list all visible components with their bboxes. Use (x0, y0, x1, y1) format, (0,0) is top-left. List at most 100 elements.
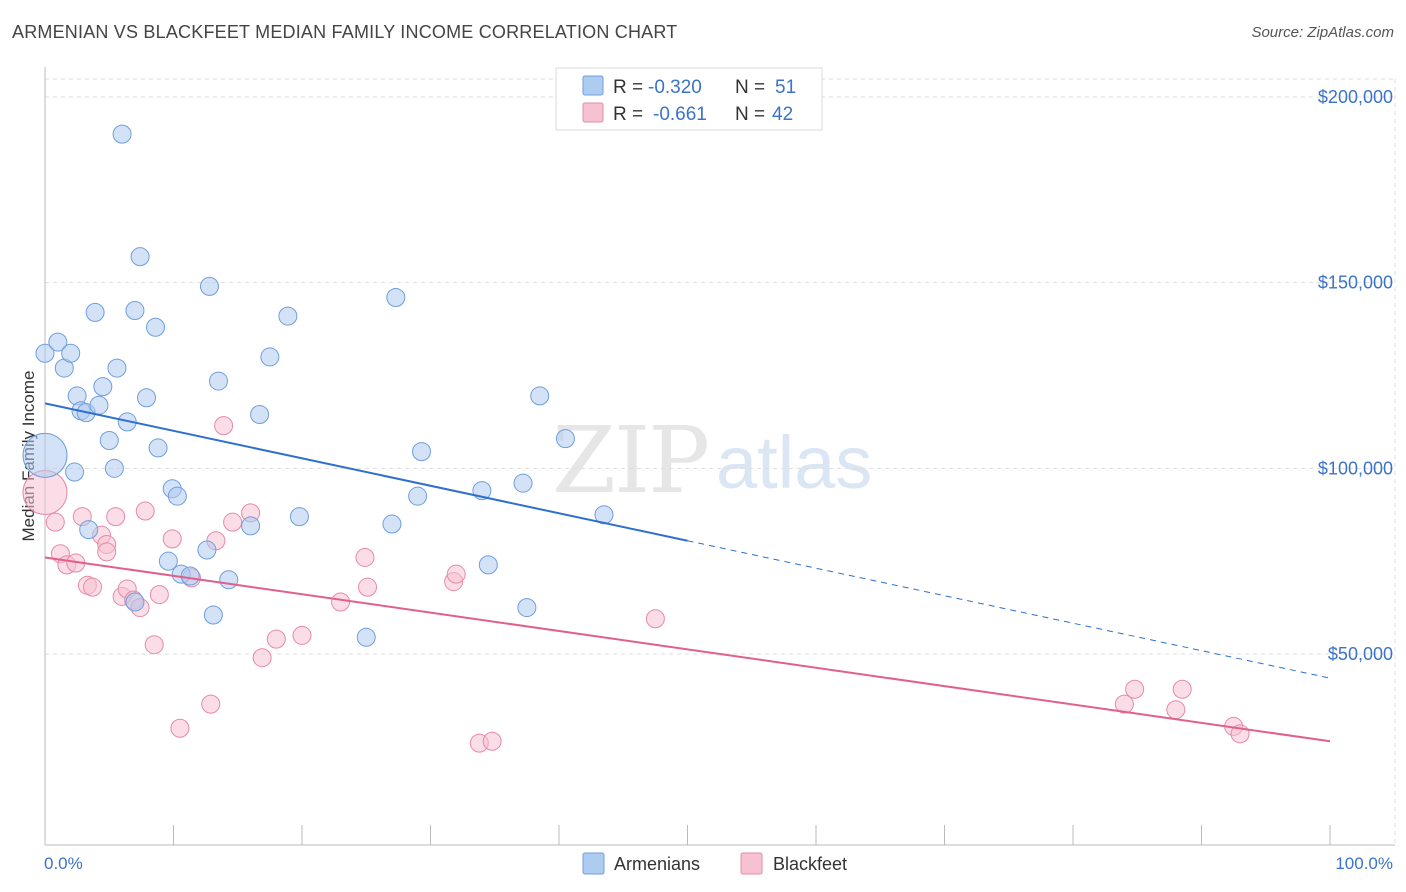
armenians-point (555, 429, 575, 449)
armenians-point (250, 404, 270, 424)
armenians-r-value: -0.320 (648, 77, 702, 98)
armenians-point (85, 302, 105, 322)
blackfeet-n-value: 42 (772, 104, 793, 125)
armenians-point (65, 462, 85, 482)
armenians-point (530, 386, 550, 406)
armenians-point (478, 555, 498, 575)
armenians-point (79, 520, 99, 540)
armenians-point (125, 592, 145, 612)
blackfeet-bottom-swatch (740, 852, 763, 875)
x-tick-labels: 0.0% 100.0% (44, 854, 1393, 873)
blackfeet-point (1166, 700, 1186, 720)
series-legend: Armenians Blackfeet (582, 852, 847, 875)
blackfeet-point (223, 512, 243, 532)
y-tick-labels: $50,000 $100,000 $150,000 $200,000 (1318, 87, 1393, 664)
source-label: Source: ZipAtlas.com (1251, 24, 1394, 41)
blackfeet-point (355, 547, 375, 567)
armenians-bottom-swatch (582, 852, 605, 875)
armenians-point (203, 605, 223, 625)
blackfeet-point (214, 416, 234, 436)
armenians-point (158, 551, 178, 571)
armenians-point (382, 514, 402, 534)
armenians-point (125, 301, 145, 321)
armenians-point (99, 430, 119, 450)
armenians-point (197, 540, 217, 560)
armenians-point (48, 332, 68, 352)
armenians-point (22, 432, 68, 478)
blackfeet-point (292, 625, 312, 645)
blackfeet-point (482, 731, 502, 751)
y-tick-label-0: $50,000 (1328, 644, 1393, 664)
blackfeet-point (1114, 694, 1134, 714)
blackfeet-bottom-label: Blackfeet (773, 854, 847, 874)
blackfeet-point (1125, 679, 1145, 699)
y-tick-label-3: $200,000 (1318, 87, 1393, 107)
x-tick-label-min: 0.0% (44, 854, 83, 873)
armenians-point (89, 395, 109, 415)
armenians-point (412, 442, 432, 462)
armenians-point (289, 507, 309, 527)
y-tick-label-2: $150,000 (1318, 273, 1393, 293)
blackfeet-point (1172, 679, 1192, 699)
armenians-point (386, 288, 406, 308)
blackfeet-trend-line (44, 556, 1331, 743)
armenians-bottom-label: Armenians (614, 854, 700, 874)
y-tick-label-1: $100,000 (1318, 458, 1393, 478)
blackfeet-point (331, 592, 351, 612)
correlation-legend: R = -0.320 N = 51 R = -0.661 N = 42 (555, 67, 823, 131)
armenians-point (93, 377, 113, 397)
armenians-point (199, 276, 219, 296)
armenians-point (356, 627, 376, 647)
blackfeet-point (83, 577, 103, 597)
blackfeet-point (446, 564, 466, 584)
blackfeet-point (135, 501, 155, 521)
blackfeet-legend-swatch (582, 102, 604, 123)
armenians-point (146, 317, 166, 337)
armenians-point (180, 566, 200, 586)
armenians-point (130, 247, 150, 267)
armenians-point (517, 598, 537, 618)
blackfeet-point (149, 585, 169, 605)
blackfeet-point (252, 648, 272, 668)
chart-title: ARMENIAN VS BLACKFEET MEDIAN FAMILY INCO… (12, 22, 678, 42)
armenians-legend-swatch (582, 75, 604, 96)
armenians-n-value: 51 (775, 77, 796, 98)
trend-lines (44, 402, 1331, 743)
blackfeet-point (266, 629, 286, 649)
x-tick-label-max: 100.0% (1335, 854, 1393, 873)
armenians-point (104, 458, 124, 478)
axes (44, 67, 1395, 846)
armenians-point (61, 343, 81, 363)
armenians-point (219, 570, 239, 590)
blackfeet-n-label: N = (735, 104, 765, 125)
armenians-point (513, 473, 533, 493)
armenians-trend-extension (687, 540, 1331, 679)
blackfeet-point (170, 718, 190, 738)
blackfeet-point (162, 529, 182, 549)
armenians-point (148, 438, 168, 458)
armenians-point (35, 343, 55, 363)
armenians-point (408, 486, 428, 506)
blackfeet-r-label: R = (613, 104, 643, 125)
blackfeet-point (144, 635, 164, 655)
armenians-point (278, 306, 298, 326)
blackfeet-point (106, 507, 126, 527)
armenians-r-label: R = (613, 77, 643, 98)
blackfeet-point (645, 609, 665, 629)
armenians-point (208, 371, 228, 391)
armenians-trend-line (44, 402, 688, 542)
watermark-atlas: atlas (716, 421, 872, 504)
blackfeet-point (358, 577, 378, 597)
watermark-zip: ZIP (552, 407, 708, 514)
armenians-point (260, 347, 280, 367)
armenians-point (107, 358, 127, 378)
blackfeet-point (97, 542, 117, 562)
blackfeet-r-value: -0.661 (653, 104, 707, 125)
armenians-point (137, 388, 157, 408)
watermark: ZIP atlas (552, 407, 872, 514)
blackfeet-point (45, 512, 65, 532)
armenians-series (22, 124, 614, 647)
armenians-point (241, 516, 261, 536)
armenians-point (167, 486, 187, 506)
